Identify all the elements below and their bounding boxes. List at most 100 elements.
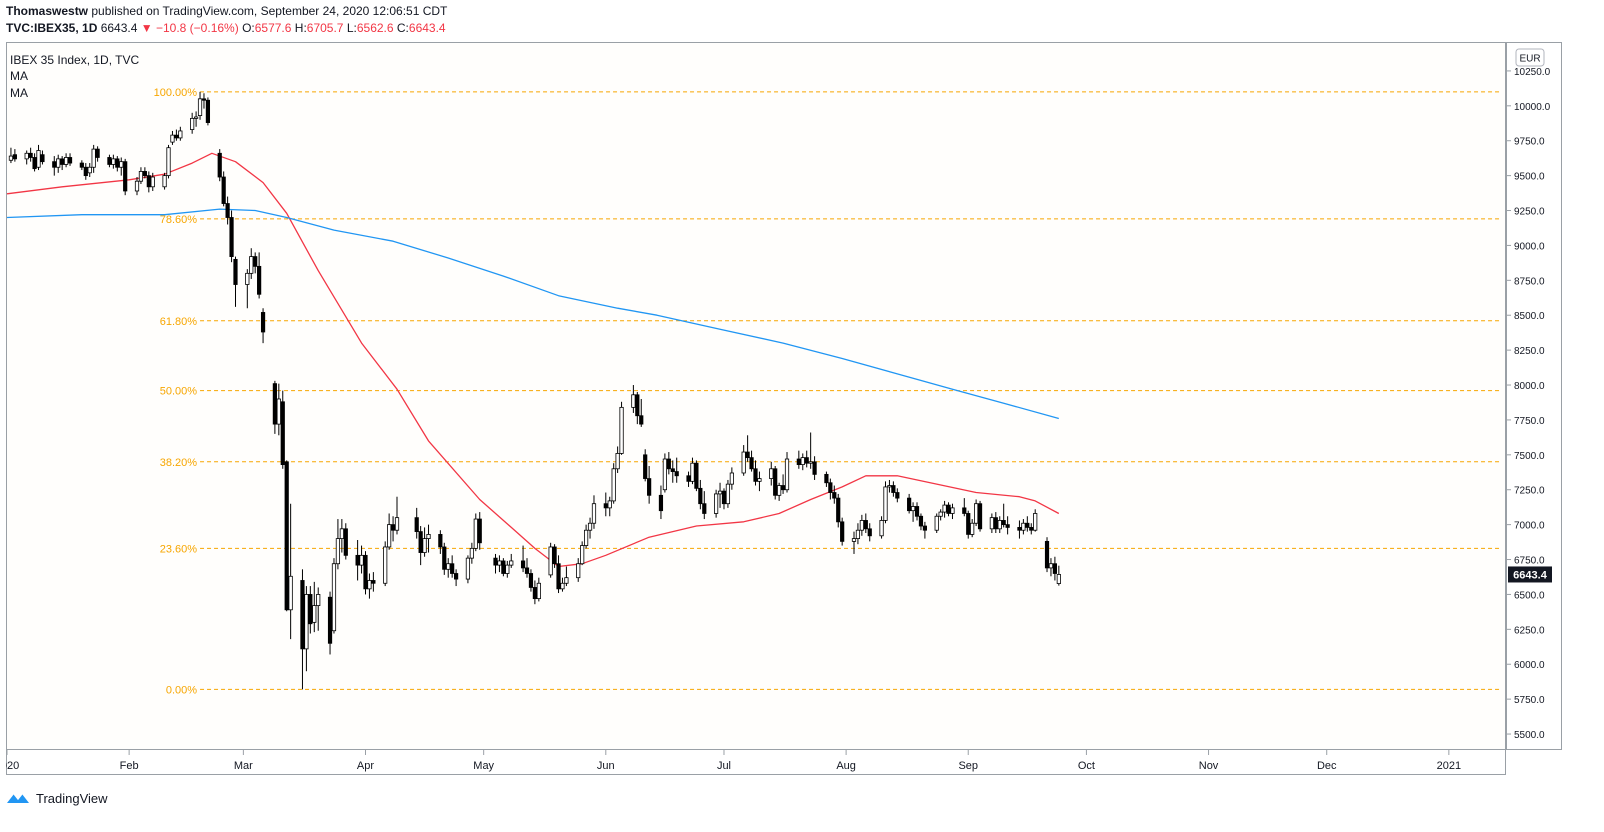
candle	[91, 144, 96, 173]
candle-body-down	[83, 166, 88, 177]
time-axis[interactable]	[6, 749, 1506, 775]
candle-body-up	[611, 468, 616, 502]
candle-body-up	[162, 175, 167, 188]
candle	[784, 452, 790, 493]
candle	[749, 450, 754, 472]
price-axis[interactable]	[1506, 42, 1562, 750]
candle	[643, 449, 648, 482]
candle-body-up	[63, 157, 69, 165]
candle-body-down	[635, 394, 640, 417]
candle	[501, 558, 506, 577]
tradingview-brand[interactable]: TradingView	[6, 788, 108, 808]
candle	[87, 163, 92, 178]
candle-body-up	[536, 582, 541, 600]
candle	[119, 157, 124, 176]
candle-body-down	[702, 503, 707, 514]
candle-body-down	[174, 134, 179, 139]
author-name[interactable]: Thomaswestw	[6, 4, 89, 18]
candle	[934, 513, 939, 534]
candle-body-down	[836, 497, 841, 523]
legend-title[interactable]: IBEX 35 Index, 1D, TVC	[10, 53, 140, 67]
candle-body-down	[686, 475, 691, 482]
candle-body-down	[300, 580, 305, 650]
candle	[962, 498, 967, 517]
candle-body-up	[276, 398, 281, 425]
candle-body-down	[60, 158, 65, 165]
candle	[28, 147, 33, 162]
candle-body-up	[178, 130, 183, 139]
candle	[134, 177, 140, 196]
plot-area[interactable]	[6, 42, 1506, 750]
candle	[1044, 537, 1050, 573]
candle-body-down	[260, 312, 266, 333]
candle	[615, 446, 620, 473]
candle-body-down	[658, 494, 664, 512]
price-tick-label: 7500.0	[1514, 451, 1545, 462]
candle-body-down	[1005, 524, 1010, 528]
candle-body-down	[95, 148, 100, 158]
candle	[335, 519, 341, 570]
currency-badge[interactable]: EUR	[1515, 48, 1545, 67]
candle-body-down	[1001, 520, 1006, 526]
candle	[225, 196, 230, 225]
price-chart[interactable]: 100.00% 78.60% 61.80% 50.00% 38.20% 23.60% 0.0…	[6, 42, 1600, 776]
candle	[260, 308, 266, 344]
candle-body-down	[946, 504, 951, 514]
candle-body-up	[505, 564, 510, 574]
candle	[1056, 565, 1061, 586]
candle-body-down	[796, 458, 801, 466]
candle-body-up	[580, 545, 585, 565]
candle	[67, 153, 73, 166]
candle	[146, 171, 151, 193]
candle	[780, 474, 786, 494]
candle	[836, 493, 841, 528]
candle	[40, 150, 45, 165]
candle-body-down	[1025, 522, 1030, 528]
candle-body-down	[343, 528, 348, 556]
candle	[725, 479, 731, 508]
candle-body-down	[225, 203, 230, 218]
change-down-icon: ▼	[140, 21, 153, 35]
time-tick-label: Jun	[597, 760, 615, 772]
candle-body-down	[201, 98, 207, 101]
candle-body-down	[229, 217, 234, 257]
candle	[658, 485, 664, 520]
candle-body-up	[631, 394, 636, 408]
price-tick-label: 5500.0	[1514, 730, 1545, 741]
candle	[855, 523, 861, 545]
candle	[993, 512, 998, 534]
candle	[363, 551, 368, 595]
fib-retracement[interactable]: 100.00% 78.60% 61.80% 50.00% 38.20% 23.60% 0.0…	[154, 87, 1500, 697]
candle	[552, 544, 557, 568]
candle-body-up	[855, 529, 861, 539]
time-tick-label: Apr	[357, 760, 374, 772]
candle-body-up	[24, 152, 29, 160]
candle-body-down	[371, 580, 376, 584]
candle	[753, 460, 758, 486]
candle	[505, 560, 510, 578]
last-price-tag: 6643.4	[1508, 566, 1552, 583]
candle-body-up	[717, 490, 723, 495]
candle	[142, 167, 147, 179]
candle-body-down	[603, 503, 608, 509]
candle	[729, 467, 734, 490]
candle-body-down	[1029, 527, 1034, 531]
price-tick-label: 8250.0	[1514, 346, 1545, 357]
candle-body-up	[394, 517, 400, 531]
candle-body-down	[524, 567, 530, 574]
candle-body-up	[974, 503, 979, 524]
legend-ma-slow[interactable]: MA	[10, 86, 28, 100]
legend-ma-fast[interactable]: MA	[10, 69, 28, 83]
candle-body-up	[690, 462, 695, 482]
candle	[950, 503, 955, 520]
candle-body-up	[166, 147, 171, 177]
candle	[63, 153, 69, 168]
candle-body-down	[284, 461, 289, 611]
candle	[804, 450, 809, 468]
candle	[383, 541, 388, 587]
fib-level-label: 100.00%	[154, 87, 198, 99]
candle	[426, 524, 431, 553]
candle-body-up	[883, 486, 888, 521]
candle-body-up	[339, 528, 344, 539]
candle-body-down	[977, 503, 983, 530]
